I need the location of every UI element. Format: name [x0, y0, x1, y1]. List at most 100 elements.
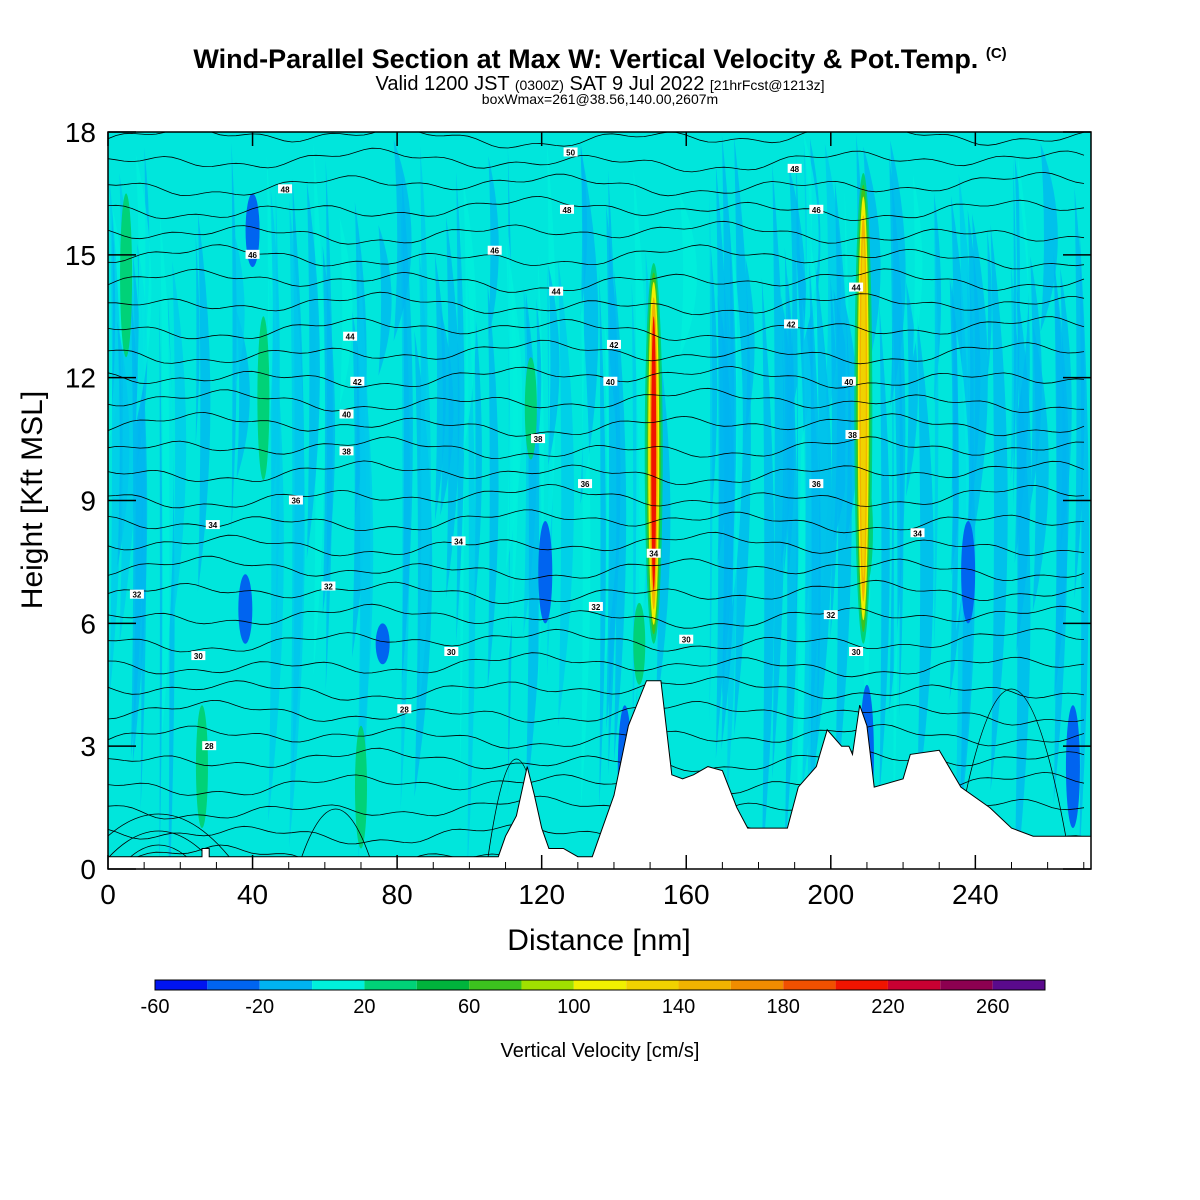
colorbar-swatch [469, 980, 522, 990]
colorbar-swatch [312, 980, 365, 990]
valid-date: SAT 9 Jul 2022 [569, 73, 705, 95]
downdraft-streak [238, 574, 253, 644]
contour-label-bg [205, 520, 220, 530]
contour-label-bg [679, 634, 694, 644]
velocity-streak [197, 212, 211, 592]
velocity-streak [892, 315, 898, 866]
contour-label-bg [191, 651, 206, 661]
velocity-streak [558, 259, 574, 727]
theta-contour [108, 244, 1085, 270]
contour-label: 36 [291, 497, 300, 506]
velocity-streak [934, 193, 939, 651]
weak-updraft-streak [354, 725, 367, 849]
contour-label: 32 [826, 611, 835, 620]
velocity-streak [393, 139, 412, 342]
theta-contour [297, 808, 375, 869]
velocity-streak [463, 180, 476, 454]
contour-label: 40 [606, 378, 615, 387]
downdraft-streak [375, 623, 390, 665]
contour-label: 44 [552, 288, 561, 297]
colorbar-swatch [992, 980, 1045, 990]
contour-label-bg [849, 282, 864, 292]
contour-label: 42 [787, 320, 796, 329]
theta-contour [951, 688, 1072, 869]
contour-label: 48 [281, 185, 290, 194]
colorbar-tick-label: 260 [976, 996, 1009, 1018]
y-tick-label: 15 [65, 240, 96, 271]
colorbar-swatch [887, 980, 941, 990]
contour-label: 40 [844, 378, 853, 387]
contour-label: 42 [610, 341, 619, 350]
velocity-streak [809, 261, 821, 859]
colorbar-tick-label: 180 [767, 996, 800, 1018]
contour-label: 44 [346, 333, 355, 342]
velocity-streak [130, 294, 143, 758]
velocity-streak [159, 213, 174, 760]
colorbar-title: Vertical Velocity [cm/s] [501, 1040, 700, 1062]
contour-label: 30 [447, 648, 456, 657]
colorbar-swatch [678, 980, 731, 990]
contour-label-bg [531, 434, 546, 444]
contour-label: 36 [812, 480, 821, 489]
theta-contour [108, 509, 1085, 534]
colorbar-swatch [573, 980, 627, 990]
velocity-streak [898, 315, 904, 717]
y-tick-label: 9 [80, 486, 96, 517]
contour-label: 30 [682, 636, 691, 645]
contour-label: 30 [194, 652, 203, 661]
theta-contour [108, 195, 1085, 222]
copyright-mark: (C) [985, 45, 1007, 62]
contour-label: 46 [812, 206, 821, 215]
velocity-streak [679, 193, 697, 358]
updraft-core-2-ring [860, 238, 866, 578]
contour-label: 30 [852, 648, 861, 657]
colorbar-swatch [155, 980, 208, 990]
downdraft-streak [961, 520, 976, 624]
x-tick-label: 240 [952, 879, 999, 910]
contour-label: 46 [490, 247, 499, 256]
contour-label-bg [646, 548, 661, 558]
colorbar-swatch [521, 980, 574, 990]
contour-label-bg [849, 646, 864, 656]
theta-contour [108, 387, 1085, 413]
theta-contour [108, 531, 1085, 557]
velocity-streak [580, 286, 591, 811]
contour-label: 34 [454, 537, 463, 546]
contour-label-bg [841, 376, 856, 386]
contour-label: 46 [248, 251, 257, 260]
velocity-streak [159, 299, 163, 869]
contour-label-bg [278, 184, 293, 194]
theta-contour [108, 339, 1085, 365]
weak-updraft-streak [195, 705, 208, 829]
theta-contour [108, 366, 1085, 389]
contour-label: 38 [342, 447, 351, 456]
valid-utc: (0300Z) [514, 77, 564, 93]
colorbar: -60 -20 20 60 100 140 180 220 260 [141, 979, 1046, 1018]
velocity-streak [1040, 143, 1058, 332]
contour-label-bg [343, 331, 358, 341]
contour-label: 34 [913, 529, 922, 538]
x-tick-label: 40 [237, 879, 268, 910]
theta-contour [108, 813, 239, 869]
colorbar-tick-label: 220 [871, 996, 904, 1018]
theta-contour [108, 220, 1085, 245]
contour-label-bg [606, 339, 621, 349]
velocity-streak [787, 274, 795, 587]
colorbar-tick-label: 20 [353, 996, 375, 1018]
y-tick-label: 18 [65, 117, 96, 148]
velocity-streak [1053, 252, 1068, 805]
velocity-streak [548, 264, 560, 466]
contour-label: 32 [132, 591, 141, 600]
velocity-streak [325, 160, 333, 691]
velocity-streak [487, 282, 499, 692]
downdraft-streak [538, 520, 553, 624]
theta-contour [108, 460, 1085, 486]
contour-label: 38 [848, 431, 857, 440]
contour-label-bg [129, 589, 144, 599]
contour-label-bg [245, 249, 260, 259]
velocity-streak [580, 142, 588, 316]
contour-label-bg [559, 204, 574, 214]
contour-label-bg [784, 319, 799, 329]
velocity-streak [1030, 256, 1042, 506]
contour-label-bg [451, 536, 466, 546]
